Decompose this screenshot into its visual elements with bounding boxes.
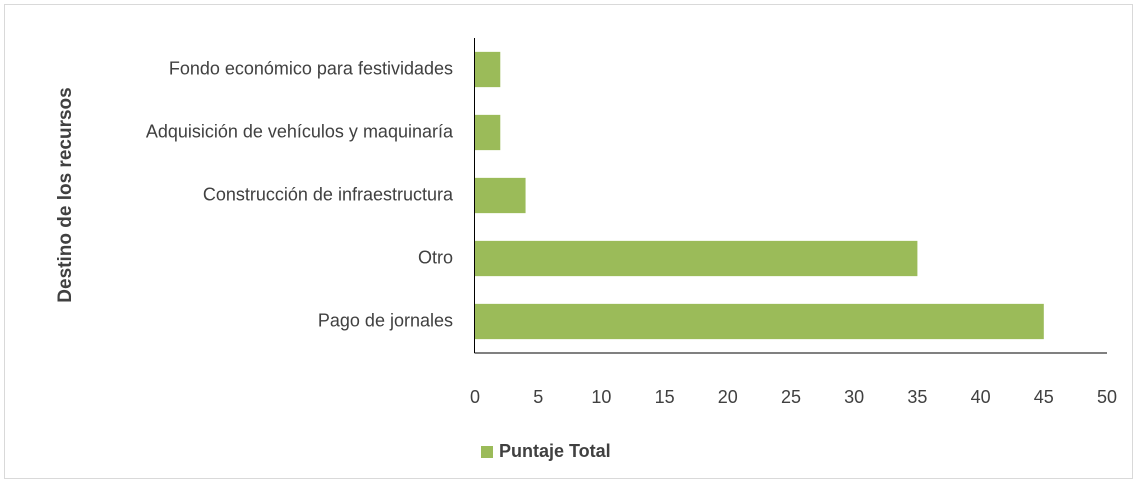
legend-swatch: [481, 446, 493, 458]
x-tick-label: 15: [655, 387, 675, 407]
x-tick-label: 45: [1034, 387, 1054, 407]
bar: [475, 177, 526, 214]
x-tick-label: 40: [971, 387, 991, 407]
legend-label: Puntaje Total: [499, 441, 611, 461]
y-tick-label: Pago de jornales: [318, 310, 453, 330]
x-tick-label: 20: [718, 387, 738, 407]
y-tick-label: Fondo económico para festividades: [169, 58, 453, 78]
x-tick-label: 35: [907, 387, 927, 407]
y-tick-label: Otro: [418, 247, 453, 267]
y-tick-label: Adquisición de vehículos y maquinaría: [146, 121, 454, 141]
y-tick-label: Construcción de infraestructura: [203, 184, 454, 204]
bar: [475, 51, 501, 88]
x-tick-label: 30: [844, 387, 864, 407]
x-tick-label: 5: [533, 387, 543, 407]
bar: [475, 303, 1044, 340]
bar: [475, 114, 501, 151]
y-axis-label: Destino de los recursos: [55, 87, 76, 302]
x-tick-label: 25: [781, 387, 801, 407]
x-tick-label: 50: [1097, 387, 1117, 407]
x-tick-label: 10: [591, 387, 611, 407]
bar: [475, 240, 918, 277]
x-tick-label: 0: [470, 387, 480, 407]
